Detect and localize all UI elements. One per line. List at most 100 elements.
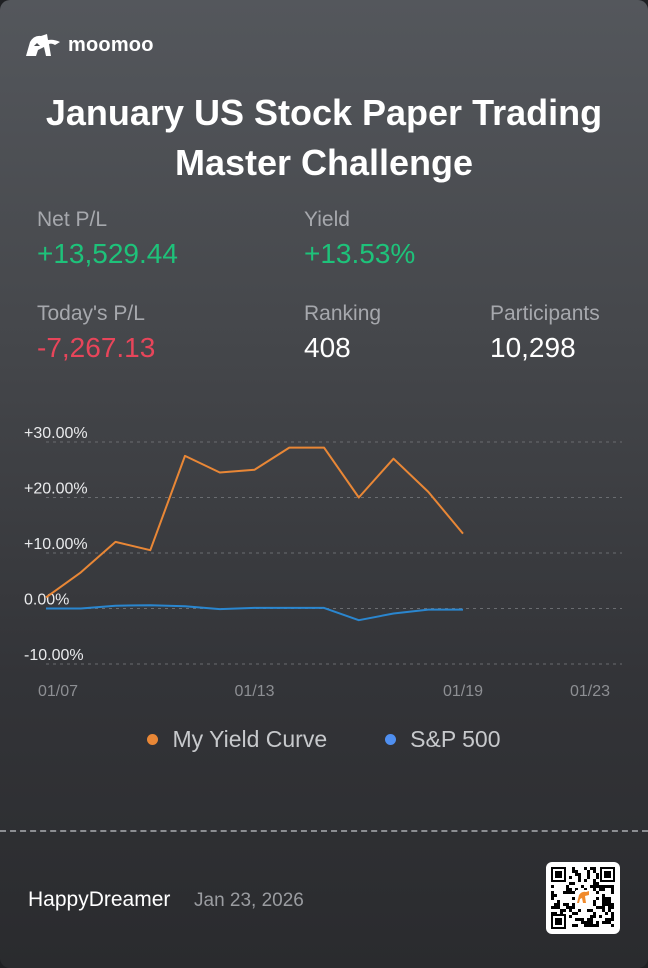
qr-module <box>608 906 611 909</box>
qr-module <box>551 912 554 915</box>
qr-module <box>572 870 575 873</box>
qr-module <box>584 888 587 891</box>
x-tick-label: 01/19 <box>443 683 483 700</box>
ranking-value: 408 <box>304 332 351 363</box>
qr-module <box>596 906 599 909</box>
qr-module <box>554 912 557 915</box>
qr-module <box>596 885 599 888</box>
series-line-sp500 <box>46 604 463 622</box>
qr-module <box>587 921 590 924</box>
yield-chart: +30.00% +20.00% +10.00% 0.00% -10.00% 01/07 01… <box>24 425 622 700</box>
qr-module <box>587 873 590 876</box>
qr-module <box>569 888 572 891</box>
qr-module <box>572 891 575 894</box>
qr-module <box>578 873 581 876</box>
dashed-divider <box>0 830 648 832</box>
qr-module <box>572 912 575 915</box>
qr-module <box>590 915 593 918</box>
net-pl-value: +13,529.44 <box>37 238 178 269</box>
qr-module <box>593 882 596 885</box>
qr-module <box>611 891 614 894</box>
qr-module <box>602 897 605 900</box>
qr-module <box>596 924 599 927</box>
x-tick-label: 01/23 <box>570 683 610 700</box>
qr-module <box>587 876 590 879</box>
qr-module <box>596 891 599 894</box>
qr-module <box>611 903 614 906</box>
qr-module <box>596 897 599 900</box>
qr-module <box>560 912 563 915</box>
qr-module <box>608 897 611 900</box>
qr-module <box>587 909 590 912</box>
qr-module <box>569 909 572 912</box>
x-tick-label: 01/07 <box>38 683 78 700</box>
yield-label: Yield <box>304 208 350 231</box>
today-pl-label: Today's P/L <box>37 302 145 325</box>
qr-module <box>551 891 554 894</box>
qr-module <box>572 897 575 900</box>
qr-module <box>593 867 596 870</box>
qr-module <box>590 885 593 888</box>
title-line-1: January US Stock Paper Trading <box>45 92 603 133</box>
qr-code-icon[interactable] <box>546 862 620 934</box>
ranking-label: Ranking <box>304 302 382 325</box>
qr-module <box>602 909 605 912</box>
y-tick-label: 0.00% <box>24 592 69 609</box>
qr-module <box>602 888 605 891</box>
qr-module <box>599 888 602 891</box>
qr-module <box>608 885 611 888</box>
qr-module <box>575 870 578 873</box>
qr-module <box>611 915 614 918</box>
qr-module <box>581 885 584 888</box>
qr-module <box>593 879 596 882</box>
qr-module <box>590 909 593 912</box>
legend-item-sp500: S&P 500 <box>385 726 501 753</box>
qr-module <box>608 903 611 906</box>
qr-module <box>551 894 554 897</box>
qr-module <box>581 918 584 921</box>
qr-module <box>581 921 584 924</box>
footer-username: HappyDreamer <box>28 888 171 911</box>
qr-module <box>551 897 554 900</box>
series-line-my-yield <box>45 446 464 599</box>
qr-module <box>593 888 596 891</box>
stat-today-pl: Today's P/L -7,267.13 <box>37 302 155 364</box>
legend-item-my-yield: My Yield Curve <box>147 726 327 753</box>
qr-module <box>587 924 590 927</box>
qr-module <box>584 924 587 927</box>
qr-module <box>566 903 569 906</box>
qr-module <box>593 912 596 915</box>
qr-module <box>608 921 611 924</box>
y-tick-label: +10.00% <box>24 536 88 553</box>
brand-name: moomoo <box>68 33 154 56</box>
qr-module <box>566 888 569 891</box>
qr-module <box>563 891 566 894</box>
qr-module <box>590 924 593 927</box>
qr-module <box>593 870 596 873</box>
qr-module <box>554 894 557 897</box>
qr-module <box>593 915 596 918</box>
qr-module <box>611 906 614 909</box>
qr-module <box>611 888 614 891</box>
stat-ranking: Ranking 408 <box>304 302 381 364</box>
qr-module <box>569 891 572 894</box>
stat-participants: Participants 10,298 <box>490 302 600 364</box>
qr-module <box>555 871 562 878</box>
qr-module <box>572 903 575 906</box>
qr-module <box>563 903 566 906</box>
qr-module <box>578 879 581 882</box>
qr-module <box>566 906 569 909</box>
qr-module <box>611 912 614 915</box>
participants-value: 10,298 <box>490 332 576 363</box>
qr-module <box>596 876 599 879</box>
y-tick-label: +30.00% <box>24 425 88 442</box>
qr-module <box>605 918 608 921</box>
participants-label: Participants <box>490 302 600 325</box>
qr-module <box>584 879 587 882</box>
today-pl-value: -7,267.13 <box>37 332 156 363</box>
qr-module <box>590 921 593 924</box>
y-tick-label: -10.00% <box>24 647 84 664</box>
title-line-2: Master Challenge <box>174 142 474 183</box>
qr-module <box>605 897 608 900</box>
legend-label-sp500: S&P 500 <box>410 726 501 752</box>
